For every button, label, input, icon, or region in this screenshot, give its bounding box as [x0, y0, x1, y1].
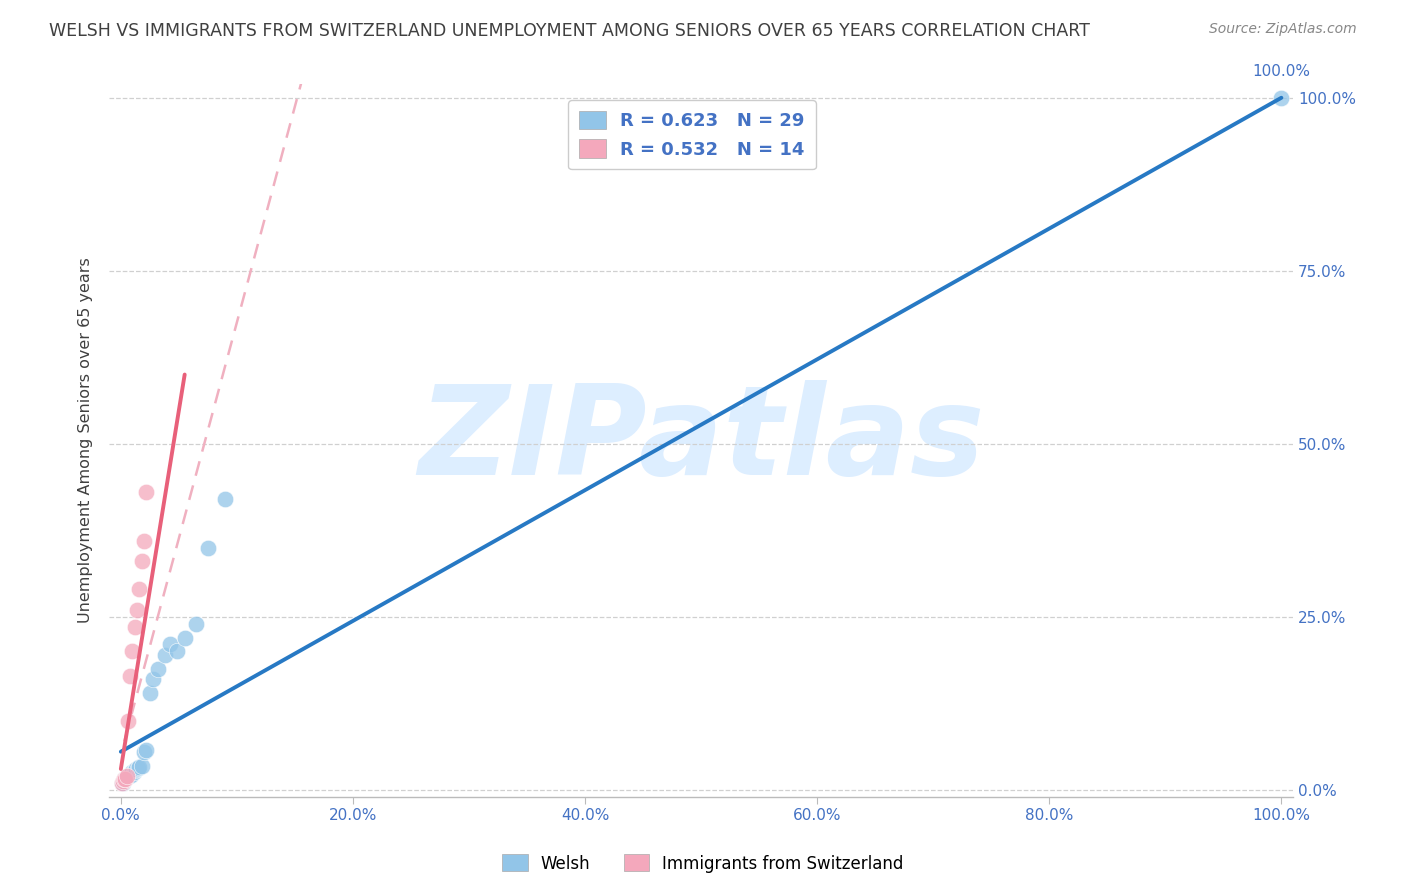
Point	[111, 776, 134, 790]
Y-axis label: Unemployment Among Seniors over 65 years: Unemployment Among Seniors over 65 years	[79, 258, 93, 624]
Point	[122, 765, 145, 780]
Point	[124, 764, 146, 778]
Point	[127, 761, 149, 775]
Point	[121, 765, 143, 780]
Point	[131, 758, 153, 772]
Point	[125, 762, 148, 776]
Point	[128, 760, 150, 774]
Point	[118, 769, 141, 783]
Point	[114, 772, 136, 787]
Point	[112, 772, 135, 787]
Legend: R = 0.623   N = 29, R = 0.532   N = 14: R = 0.623 N = 29, R = 0.532 N = 14	[568, 100, 815, 169]
Point	[1270, 91, 1292, 105]
Point	[146, 662, 169, 676]
Point	[124, 620, 146, 634]
Point	[121, 644, 143, 658]
Point	[114, 772, 136, 787]
Point	[120, 767, 142, 781]
Point	[132, 533, 155, 548]
Point	[159, 637, 181, 651]
Text: Source: ZipAtlas.com: Source: ZipAtlas.com	[1209, 22, 1357, 37]
Point	[112, 772, 135, 787]
Point	[115, 770, 138, 784]
Point	[131, 554, 153, 568]
Legend: Welsh, Immigrants from Switzerland: Welsh, Immigrants from Switzerland	[496, 847, 910, 880]
Point	[166, 644, 188, 658]
Point	[112, 774, 135, 789]
Point	[111, 776, 134, 790]
Point	[135, 485, 157, 500]
Text: ZIPatlas: ZIPatlas	[418, 380, 984, 500]
Point	[128, 582, 150, 596]
Point	[139, 686, 162, 700]
Point	[214, 492, 236, 507]
Point	[117, 769, 139, 783]
Text: WELSH VS IMMIGRANTS FROM SWITZERLAND UNEMPLOYMENT AMONG SENIORS OVER 65 YEARS CO: WELSH VS IMMIGRANTS FROM SWITZERLAND UNE…	[49, 22, 1090, 40]
Point	[115, 769, 138, 783]
Point	[173, 631, 195, 645]
Point	[112, 776, 135, 790]
Point	[142, 672, 165, 686]
Point	[132, 745, 155, 759]
Point	[117, 714, 139, 728]
Point	[120, 668, 142, 682]
Point	[153, 648, 176, 662]
Point	[127, 603, 149, 617]
Point	[197, 541, 219, 555]
Point	[186, 616, 208, 631]
Point	[120, 767, 142, 781]
Point	[135, 742, 157, 756]
